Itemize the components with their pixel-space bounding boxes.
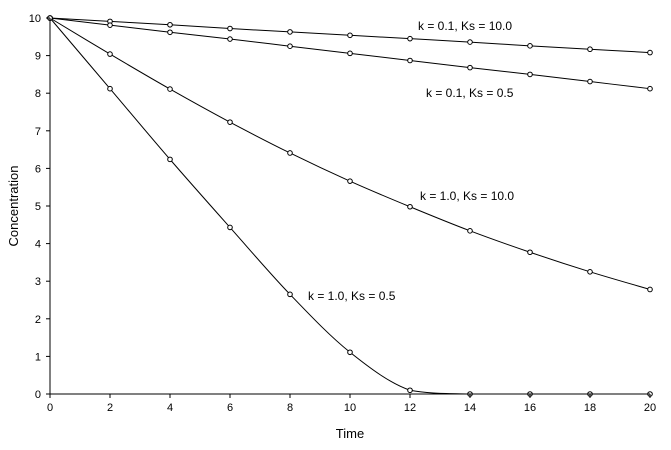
x-tick-label: 0 <box>47 402 53 414</box>
x-tick-label: 6 <box>227 402 233 414</box>
data-point <box>347 50 353 57</box>
data-point <box>407 35 413 42</box>
x-tick-label: 2 <box>107 402 113 414</box>
x-tick-label: 10 <box>344 402 356 414</box>
y-tick-label: 8 <box>35 88 41 100</box>
data-point <box>407 387 413 394</box>
data-point <box>227 25 233 32</box>
data-point <box>107 85 113 92</box>
data-point <box>647 49 653 56</box>
data-point <box>227 36 233 42</box>
data-point <box>287 29 293 35</box>
data-point <box>107 51 113 57</box>
y-tick-label: 6 <box>35 163 41 175</box>
x-tick-label: 8 <box>287 402 293 414</box>
y-tick-label: 1 <box>35 351 41 363</box>
y-tick-label: 0 <box>35 389 41 401</box>
y-axis-label: Concentration <box>6 166 21 247</box>
data-point <box>167 156 173 163</box>
data-point <box>287 43 293 50</box>
y-tick-label: 9 <box>35 51 41 63</box>
y-tick-label: 7 <box>35 126 41 138</box>
data-point <box>527 71 533 78</box>
x-tick-label: 16 <box>524 402 536 414</box>
data-point <box>107 22 113 28</box>
data-point <box>467 39 473 45</box>
data-point <box>647 286 653 293</box>
series-annotation-k01-ks05: k = 0.1, Ks = 0.5 <box>426 86 514 100</box>
series-line-2 <box>49 17 651 290</box>
data-point <box>587 269 593 275</box>
y-tick-label: 10 <box>29 13 41 25</box>
data-point <box>227 119 233 125</box>
data-point <box>167 21 173 28</box>
series-markers <box>47 15 653 397</box>
data-point <box>527 43 533 49</box>
series-line-3 <box>49 17 650 395</box>
data-point <box>587 46 593 53</box>
x-tick-label: 18 <box>584 402 596 414</box>
data-point <box>227 224 233 231</box>
data-point <box>167 86 173 92</box>
series-annotation-k01-ks10: k = 0.1, Ks = 10.0 <box>418 19 512 33</box>
y-tick-label: 3 <box>35 276 41 288</box>
data-point <box>347 178 353 184</box>
x-tick-label: 14 <box>464 402 476 414</box>
data-point <box>467 64 473 71</box>
data-point <box>347 32 353 39</box>
data-point <box>587 78 593 85</box>
series-lines <box>49 17 651 395</box>
data-point <box>467 228 473 234</box>
data-point <box>407 203 413 210</box>
data-point <box>167 29 173 36</box>
series-annotation-k10-ks05: k = 1.0, Ks = 0.5 <box>308 289 396 303</box>
data-point <box>287 291 293 298</box>
x-tick-label: 12 <box>404 402 416 414</box>
x-tick-label: 20 <box>644 402 656 414</box>
data-point <box>407 57 413 64</box>
y-axis-ticks: 0 1 2 3 4 5 6 7 8 9 10 <box>29 13 50 401</box>
series-annotation-k10-ks10: k = 1.0, Ks = 10.0 <box>420 189 514 203</box>
y-tick-label: 4 <box>35 239 41 251</box>
data-point <box>527 249 533 256</box>
x-tick-label: 4 <box>167 402 173 414</box>
data-point <box>287 150 293 156</box>
data-point <box>347 349 353 356</box>
y-tick-label: 5 <box>35 201 41 213</box>
data-point <box>647 85 653 92</box>
x-axis-label: Time <box>336 426 364 441</box>
x-axis-ticks: 0 2 4 6 8 10 12 14 16 18 20 <box>47 394 656 414</box>
y-tick-label: 2 <box>35 314 41 326</box>
